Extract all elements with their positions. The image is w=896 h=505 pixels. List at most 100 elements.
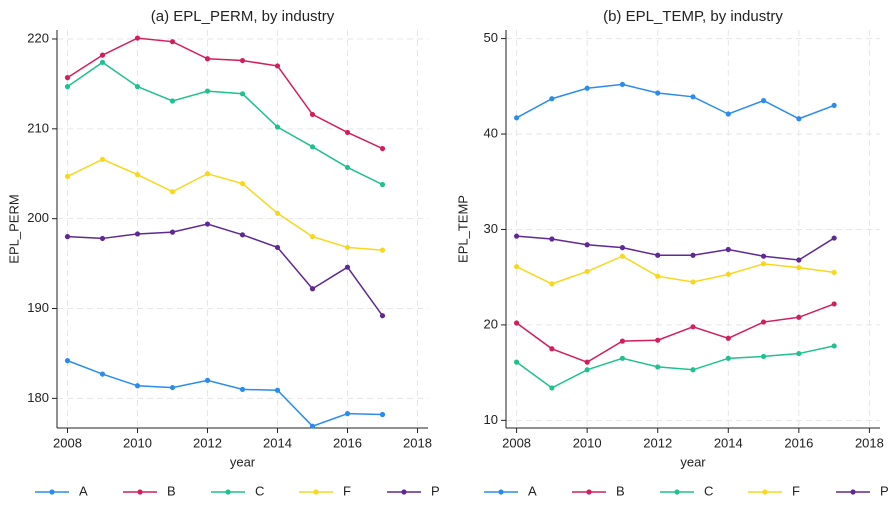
series-line [67,359,383,428]
data-point [204,377,211,383]
data-point [204,221,211,227]
data-point [760,319,767,325]
data-point [379,411,386,418]
x-tick-label: 2018 [403,435,432,450]
data-point [99,52,106,58]
y-tick-label: 50 [484,30,498,45]
data-point [379,313,386,319]
data-point [99,371,106,377]
y-tick-label: 220 [27,30,49,45]
data-point [169,39,176,45]
y-axis-label: EPL_TEMP [455,195,470,263]
legend-label: P [431,483,440,498]
data-point [309,144,316,150]
data-point [134,84,141,90]
legend-label: B [616,483,625,498]
data-point [725,271,731,277]
data-point [655,252,661,258]
data-point [619,355,626,361]
data-point [760,253,767,259]
data-point [169,98,176,104]
legend-marker [401,489,407,495]
data-point [725,111,731,117]
data-point [690,279,696,285]
data-point [309,423,316,429]
data-point [239,181,246,187]
data-point [204,56,211,62]
data-point [239,386,246,392]
legend-marker [498,489,504,495]
data-point [690,367,696,373]
data-point [64,75,71,81]
legend-marker [850,489,856,495]
data-point [796,350,802,357]
data-point [134,172,141,178]
data-point [344,244,351,251]
legend-label: C [255,483,264,498]
y-tick-label: 20 [484,316,498,331]
data-point [344,129,351,136]
y-tick-label: 190 [27,300,49,315]
data-point [274,244,281,251]
x-tick-label: 2014 [714,435,743,450]
data-point [99,156,106,162]
x-tick-label: 2016 [333,435,362,450]
data-point [169,384,176,391]
series-line [67,223,384,317]
data-point [169,189,176,195]
legend-label: C [704,483,713,498]
legend-label: A [528,483,537,498]
legend-label: A [79,483,88,498]
data-point [725,355,731,361]
data-point [134,383,141,389]
x-tick-label: 2008 [502,435,531,450]
data-point [760,98,767,104]
data-point [379,181,386,188]
data-point [513,264,520,270]
data-point [690,252,696,258]
data-point [549,96,555,102]
x-tick-label: 2016 [784,435,813,450]
data-point [796,314,802,320]
data-point [344,164,351,171]
data-point [513,115,520,121]
data-point [831,301,837,307]
chart-title: (a) EPL_PERM, by industry [151,8,335,25]
legend-marker [674,489,680,495]
series-line [516,255,835,285]
data-point [725,246,731,253]
data-point [274,210,281,216]
x-tick-label: 2018 [855,435,884,450]
data-point [760,353,767,360]
legend-label: P [880,483,889,498]
data-point [619,81,626,88]
data-point [134,231,141,237]
y-tick-label: 210 [27,120,49,135]
data-point [204,171,211,177]
data-point [134,35,141,41]
data-point [725,335,731,341]
x-tick-label: 2012 [643,435,672,450]
data-point [309,286,316,292]
data-point [344,264,351,270]
series-line [516,303,835,363]
data-point [549,346,555,352]
legend-label: B [167,483,176,498]
data-point [309,111,316,118]
data-point [64,84,71,90]
data-point [655,90,661,96]
legend-label: F [792,483,800,498]
legend-marker [225,489,231,495]
data-point [99,235,106,242]
data-point [584,367,590,373]
data-point [690,94,696,100]
x-tick-label: 2014 [263,435,292,450]
series-line [67,158,383,251]
data-point [274,387,281,393]
data-point [239,57,246,64]
x-tick-label: 2010 [123,435,152,450]
data-point [549,385,555,391]
y-tick-label: 10 [484,412,498,427]
x-tick-label: 2008 [53,435,82,450]
